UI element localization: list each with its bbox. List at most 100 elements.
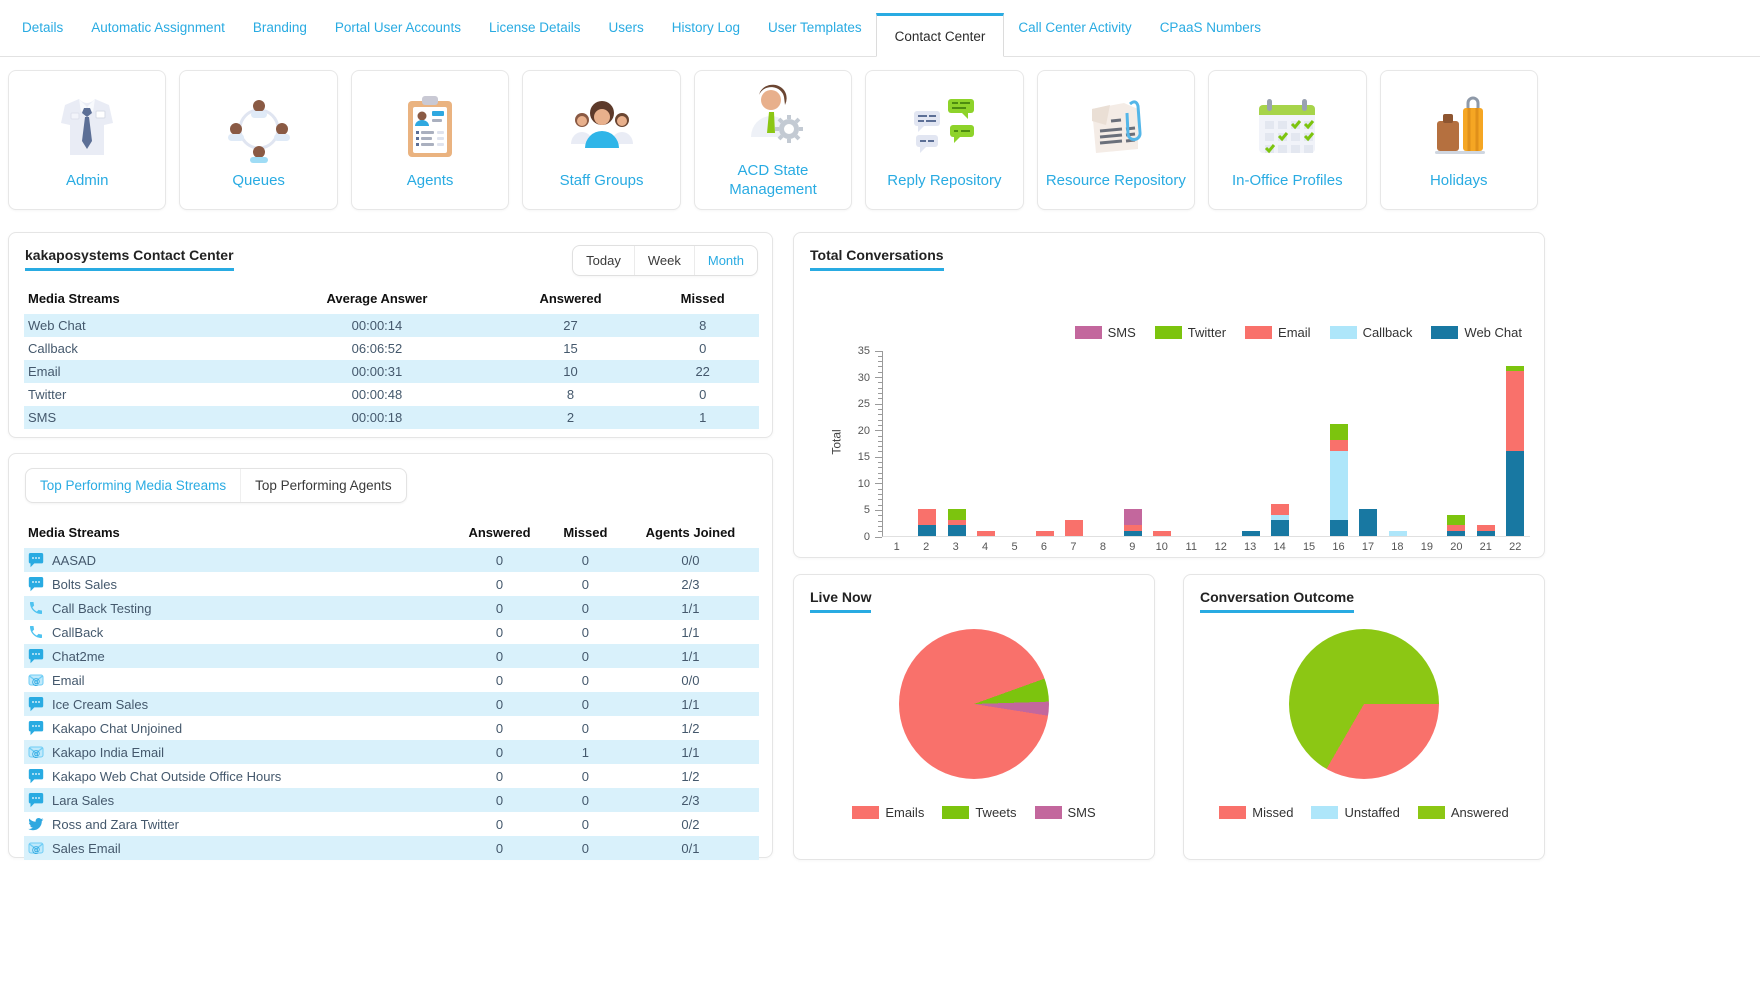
media-stream-row-chat2me: Chat2me 0 0 1/1 bbox=[24, 644, 759, 668]
chart-column-16 bbox=[1324, 351, 1353, 536]
card-resource-repository[interactable]: Resource Repository bbox=[1036, 70, 1196, 210]
chart-column-15 bbox=[1295, 351, 1324, 536]
stream-name: Kakapo Chat Unjoined bbox=[24, 716, 450, 740]
x-tick-label: 4 bbox=[982, 541, 989, 553]
tab-top-performing-media-streams[interactable]: Top Performing Media Streams bbox=[40, 478, 227, 493]
x-tick-label: 5 bbox=[1011, 541, 1018, 553]
y-tick-label: 15 bbox=[857, 451, 870, 464]
stream-name: Web Chat bbox=[24, 314, 260, 337]
stacked-bar-4 bbox=[976, 530, 995, 536]
card-in-office-profiles[interactable]: In-Office Profiles bbox=[1208, 70, 1367, 210]
chart-column-19 bbox=[1412, 351, 1441, 536]
email-segment bbox=[918, 509, 937, 526]
legend-answered[interactable]: Answered bbox=[1417, 805, 1509, 820]
email-at-icon: @ bbox=[28, 672, 45, 688]
tab-user-templates[interactable]: User Templates bbox=[768, 20, 862, 35]
tab-contact-center[interactable]: Contact Center bbox=[875, 13, 1005, 57]
email-segment bbox=[976, 530, 995, 536]
chart-column-11 bbox=[1177, 351, 1206, 536]
y-tick-label: 25 bbox=[857, 398, 870, 411]
card-staff-groups[interactable]: Staff Groups bbox=[522, 70, 681, 210]
media-stream-row-callback: CallBack 0 0 1/1 bbox=[24, 620, 759, 644]
stacked-bar-2 bbox=[918, 509, 937, 536]
x-tick-label: 8 bbox=[1099, 541, 1106, 553]
chart-panel-title: Total Conversations bbox=[810, 247, 944, 271]
card-admin[interactable]: Admin bbox=[8, 70, 167, 210]
legend-web-chat[interactable]: Web Chat bbox=[1431, 325, 1522, 340]
card-holidays[interactable]: Holidays bbox=[1379, 70, 1538, 210]
stream-name: @ Kakapo India Email bbox=[24, 740, 451, 764]
chart-column-8 bbox=[1089, 351, 1118, 536]
range-month[interactable]: Month bbox=[693, 246, 757, 275]
luggage-icon bbox=[1423, 90, 1495, 164]
legend-callback[interactable]: Callback bbox=[1329, 325, 1413, 340]
callback-segment bbox=[1270, 514, 1289, 521]
tab-automatic-assignment[interactable]: Automatic Assignment bbox=[91, 20, 225, 35]
legend-label: Emails bbox=[885, 805, 925, 820]
tab-cpaas-numbers[interactable]: CPaaS Numbers bbox=[1159, 20, 1261, 35]
range-week[interactable]: Week bbox=[633, 246, 694, 275]
live-now-legend: Emails Tweets SMS bbox=[794, 805, 1154, 820]
summary-table: Media Streams Average Answer Answered Misse… bbox=[24, 283, 759, 429]
chart-column-6 bbox=[1030, 351, 1059, 536]
tab-portal-user-accounts[interactable]: Portal User Accounts bbox=[334, 20, 461, 35]
card-queues[interactable]: Queues bbox=[179, 70, 338, 210]
agents-joined: 1/1 bbox=[621, 644, 759, 668]
conversation-outcome-panel: Conversation Outcome Missed Unstaffed Answ… bbox=[1183, 574, 1545, 860]
legend-label: Unstaffed bbox=[1344, 805, 1400, 820]
newspaper-clip-icon bbox=[1080, 90, 1152, 164]
tweets-swatch bbox=[942, 806, 970, 819]
tab-top-performing-agents[interactable]: Top Performing Agents bbox=[240, 469, 406, 502]
chart-column-13 bbox=[1236, 351, 1265, 536]
media-stream-row-aasad: AASAD 0 0 0/0 bbox=[24, 548, 759, 572]
legend-sms[interactable]: SMS bbox=[1034, 805, 1096, 820]
legend-twitter[interactable]: Twitter bbox=[1154, 325, 1226, 340]
legend-sms[interactable]: SMS bbox=[1074, 325, 1136, 340]
tab-branding[interactable]: Branding bbox=[252, 20, 307, 35]
legend-emails[interactable]: Emails bbox=[852, 805, 924, 820]
x-tick-label: 7 bbox=[1070, 541, 1077, 553]
email-segment bbox=[1506, 371, 1525, 451]
legend-unstaffed[interactable]: Unstaffed bbox=[1311, 805, 1400, 820]
media-stream-row-ross-and-zara-twitter: Ross and Zara Twitter 0 0 0/2 bbox=[24, 812, 759, 836]
media-stream-row-email: @ Email 0 0 0/0 bbox=[24, 668, 759, 692]
x-tick-label: 16 bbox=[1332, 541, 1345, 553]
missed: 0 bbox=[581, 816, 589, 832]
agents-joined: 0/1 bbox=[621, 836, 759, 860]
tab-call-center-activity[interactable]: Call Center Activity bbox=[1018, 20, 1132, 35]
tab-details[interactable]: Details bbox=[22, 20, 64, 35]
legend-email[interactable]: Email bbox=[1245, 325, 1311, 340]
conversation-outcome-legend: Missed Unstaffed Answered bbox=[1184, 805, 1544, 820]
tab-history-log[interactable]: History Log bbox=[671, 20, 741, 35]
answered: 0 bbox=[450, 644, 549, 668]
card-agents[interactable]: Agents bbox=[350, 70, 510, 210]
person-gear-icon bbox=[737, 80, 809, 154]
stream-name: @ Email bbox=[24, 668, 450, 692]
x-tick-label: 22 bbox=[1509, 541, 1522, 553]
conversation-outcome-title: Conversation Outcome bbox=[1200, 589, 1355, 613]
range-today[interactable]: Today bbox=[586, 253, 621, 268]
missed: 0 bbox=[581, 624, 589, 640]
x-tick-label: 15 bbox=[1302, 541, 1316, 553]
tab-users[interactable]: Users bbox=[608, 20, 644, 35]
stacked-bar-20 bbox=[1447, 514, 1466, 536]
summary-row-twitter: Twitter 00:00:48 8 0 bbox=[24, 383, 759, 406]
twitter-swatch bbox=[1154, 326, 1182, 339]
card-acd-state-management[interactable]: ACD State Management bbox=[693, 70, 853, 210]
chat-bubble-icon bbox=[28, 576, 45, 592]
people-circle-icon bbox=[223, 90, 295, 164]
answered: 10 bbox=[494, 360, 647, 383]
agents-joined: 1/1 bbox=[681, 624, 700, 640]
legend-label: Callback bbox=[1362, 325, 1413, 340]
stream-name: Ross and Zara Twitter bbox=[24, 812, 450, 836]
legend-label: Tweets bbox=[975, 805, 1017, 820]
tab-license-details[interactable]: License Details bbox=[488, 20, 581, 35]
sms-segment bbox=[1123, 509, 1142, 526]
web-chat-segment bbox=[1270, 520, 1289, 536]
card-reply-repository[interactable]: Reply Repository bbox=[865, 70, 1024, 210]
legend-tweets[interactable]: Tweets bbox=[942, 805, 1017, 820]
tab-bar: Details Automatic Assignment Branding Porta… bbox=[0, 0, 1760, 57]
legend-missed[interactable]: Missed bbox=[1219, 805, 1293, 820]
media-stream-row-kakapo-chat-unjoined: Kakapo Chat Unjoined 0 0 1/2 bbox=[24, 716, 759, 740]
chart-column-17 bbox=[1354, 351, 1383, 536]
